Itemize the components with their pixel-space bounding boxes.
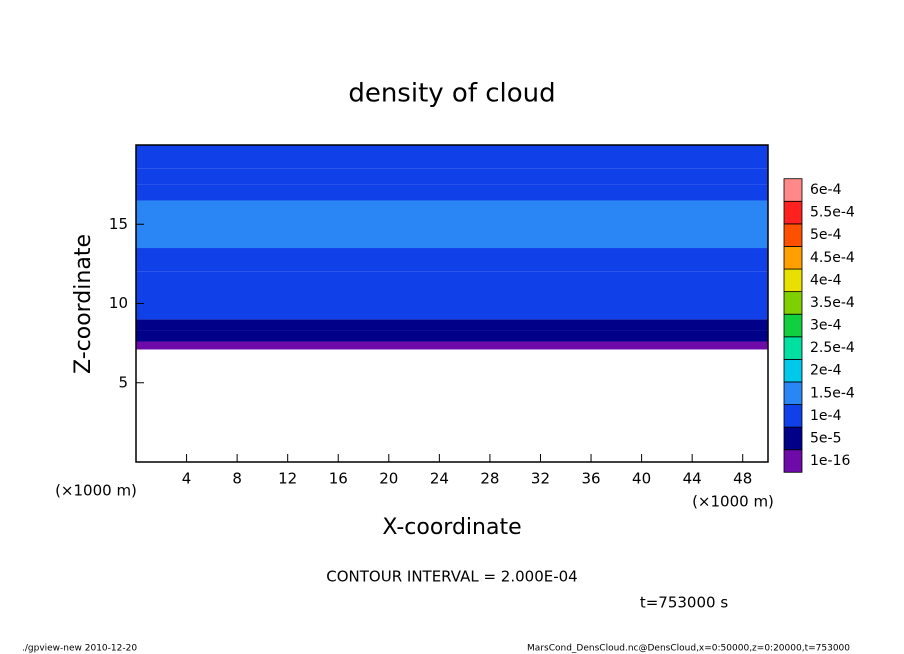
colorbar-box bbox=[783, 426, 803, 451]
x-tick-label: 36 bbox=[581, 470, 600, 488]
colorbar-box bbox=[783, 291, 803, 315]
footer-right: MarsCond_DensCloud.nc@DensCloud,x=0:5000… bbox=[527, 644, 850, 654]
y-tick-label: 5 bbox=[118, 373, 128, 391]
y-tick-label: 15 bbox=[109, 215, 128, 233]
colorbar-label: 1e-4 bbox=[810, 408, 842, 424]
colorbar-box bbox=[783, 178, 803, 202]
chart-title: density of cloud bbox=[348, 79, 555, 109]
colorbar-label: 4.5e-4 bbox=[810, 250, 855, 266]
contour-band bbox=[136, 330, 768, 342]
x-tick-label: 20 bbox=[379, 470, 398, 488]
colorbar-label: 4e-4 bbox=[810, 272, 842, 288]
contour-interval: CONTOUR INTERVAL = 2.000E-04 bbox=[326, 568, 577, 586]
y-tick-label: 10 bbox=[109, 294, 128, 312]
colorbar-box bbox=[783, 246, 803, 270]
colorbar-label: 1e-16 bbox=[810, 453, 850, 469]
contour-band bbox=[136, 200, 768, 249]
colorbar-box bbox=[783, 223, 803, 247]
colorbar-label: 5.5e-4 bbox=[810, 205, 855, 221]
colorbar-label: 2e-4 bbox=[810, 363, 842, 379]
x-tick-label: 28 bbox=[480, 470, 499, 488]
x-tick-label: 32 bbox=[531, 470, 550, 488]
colorbar-label: 6e-4 bbox=[810, 182, 842, 198]
colorbar-box bbox=[783, 381, 803, 405]
contour-band bbox=[136, 271, 768, 304]
colorbar-box bbox=[783, 404, 803, 428]
x-tick-label: 40 bbox=[632, 470, 651, 488]
x-unit-label: (×1000 m) bbox=[55, 482, 137, 500]
y-axis-label: Z-coordinate bbox=[71, 234, 96, 374]
colorbar-box bbox=[783, 449, 803, 473]
colorbar-label: 3.5e-4 bbox=[810, 295, 855, 311]
x-tick-label: 4 bbox=[182, 470, 192, 488]
x-tick-label: 48 bbox=[733, 470, 752, 488]
contour-band bbox=[136, 184, 768, 201]
colorbar-label: 3e-4 bbox=[810, 318, 842, 334]
contour-band bbox=[136, 319, 768, 331]
x-tick-label: 44 bbox=[683, 470, 702, 488]
contour-band bbox=[136, 145, 768, 169]
contour-band bbox=[136, 341, 768, 350]
footer-left: ./gpview-new 2010-12-20 bbox=[22, 644, 137, 654]
x-tick-label: 12 bbox=[278, 470, 297, 488]
colorbar-label: 5e-4 bbox=[810, 227, 842, 243]
x-unit-label: (×1000 m) bbox=[692, 493, 774, 511]
contour-band bbox=[136, 168, 768, 185]
x-tick-label: 16 bbox=[329, 470, 348, 488]
x-axis-label: X-coordinate bbox=[382, 515, 521, 540]
colorbar-box bbox=[783, 336, 803, 360]
colorbar-box bbox=[783, 313, 803, 338]
contour-band bbox=[136, 248, 768, 272]
colorbar-box bbox=[783, 200, 803, 225]
x-tick-label: 24 bbox=[430, 470, 449, 488]
colorbar-label: 2.5e-4 bbox=[810, 340, 855, 356]
contour-band bbox=[136, 303, 768, 320]
colorbar-label: 5e-5 bbox=[810, 430, 841, 446]
colorbar-box bbox=[783, 358, 803, 383]
colorbar-box bbox=[783, 268, 803, 293]
time-label: t=753000 s bbox=[640, 594, 728, 612]
x-tick-label: 8 bbox=[232, 470, 242, 488]
colorbar-label: 1.5e-4 bbox=[810, 385, 855, 401]
